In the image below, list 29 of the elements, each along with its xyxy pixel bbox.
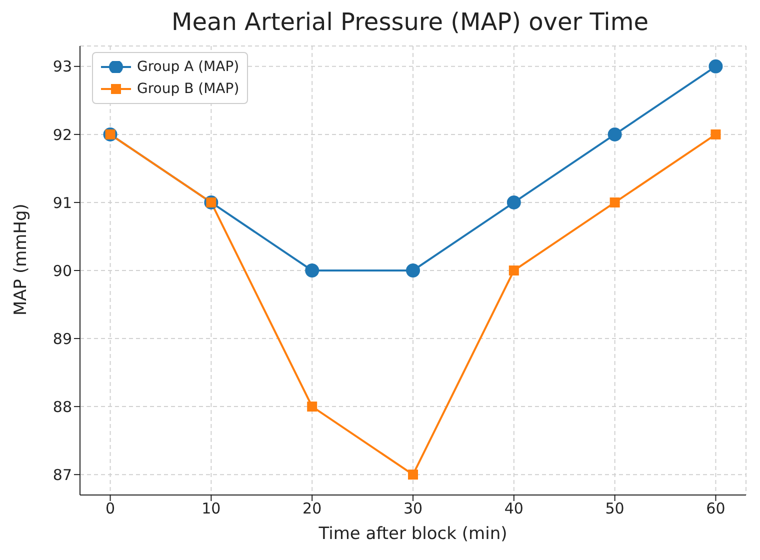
y-tick-label: 88	[52, 398, 72, 416]
legend-label: Group A (MAP)	[137, 58, 240, 77]
y-tick-label: 92	[52, 126, 72, 144]
x-tick-label: 30	[403, 500, 423, 518]
point	[408, 470, 418, 480]
point	[406, 264, 420, 278]
y-tick-label: 89	[52, 330, 72, 348]
point	[508, 266, 519, 276]
point	[710, 129, 721, 140]
y-tick-label: 91	[52, 194, 72, 212]
y-tick-label: 93	[52, 58, 72, 76]
y-axis-title: MAP (mmHg)	[11, 204, 32, 316]
point	[305, 264, 320, 278]
x-axis-title: Time after block (min)	[318, 524, 508, 544]
point	[610, 197, 620, 208]
point	[307, 402, 318, 412]
x-tick-label: 0	[106, 500, 116, 518]
y-tick-label: 90	[52, 262, 72, 280]
x-tick-label: 20	[302, 500, 322, 518]
x-tick-label: 40	[504, 500, 524, 518]
x-tick-label: 50	[605, 500, 624, 518]
x-tick-label: 10	[202, 500, 221, 518]
legend-label: Group B (MAP)	[137, 80, 240, 99]
y-tick-label: 87	[52, 466, 72, 484]
point	[608, 127, 622, 142]
point	[708, 59, 723, 74]
chart-title: Mean Arterial Pressure (MAP) over Time	[170, 8, 650, 38]
point	[506, 195, 521, 210]
x-tick-label: 60	[706, 500, 726, 518]
